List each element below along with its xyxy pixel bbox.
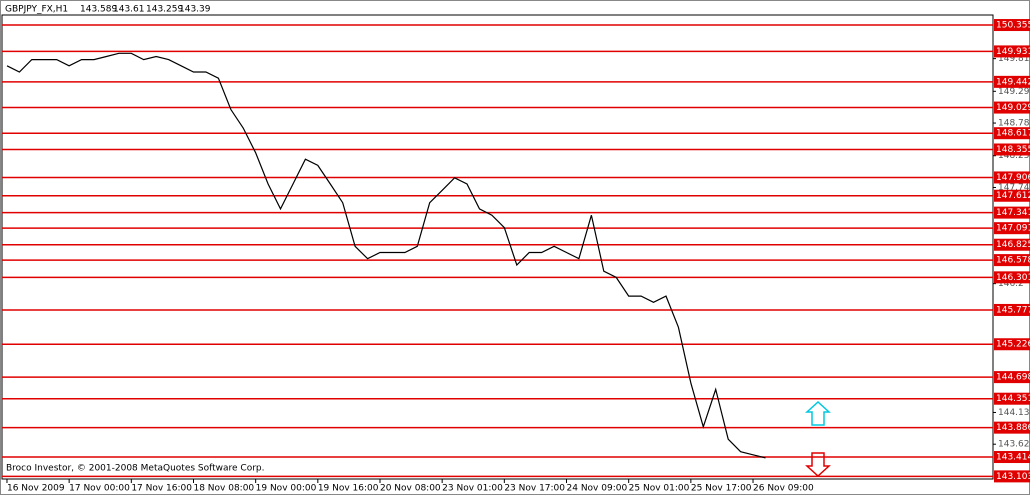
x-tick-label: 19 Nov 00:00 (256, 484, 317, 494)
level-label: 147.341 (996, 208, 1030, 218)
level-tag (994, 338, 1030, 351)
level-tag (994, 371, 1030, 384)
level-label: 148.617 (996, 129, 1030, 139)
y-tick-label: 144.13 (998, 408, 1030, 418)
level-tag (994, 127, 1030, 140)
x-tick-label: 19 Nov 16:00 (318, 484, 379, 494)
buy-arrow (805, 400, 831, 426)
level-label: 145.777 (996, 305, 1030, 315)
level-label: 144.351 (996, 394, 1030, 404)
y-tick-label: 146.2 (998, 279, 1024, 289)
level-label: 149.029 (996, 103, 1030, 113)
level-tag (994, 75, 1030, 88)
y-tick-label: 148.78 (998, 119, 1030, 129)
level-tag (994, 271, 1030, 284)
x-tick-label: 17 Nov 00:00 (69, 484, 130, 494)
ohlc-value: 143.259 (146, 5, 183, 15)
level-tag (994, 254, 1030, 267)
level-tag (994, 143, 1030, 156)
y-tick-label: 148.255 (998, 151, 1030, 161)
ohlc-value: 143.589 (80, 5, 117, 15)
x-tick-label: 23 Nov 01:00 (442, 484, 503, 494)
x-tick-label: 24 Nov 09:00 (567, 484, 628, 494)
level-label: 143.103 (996, 472, 1030, 482)
x-tick-label: 25 Nov 17:00 (691, 484, 752, 494)
x-tick-label: 26 Nov 09:00 (753, 484, 814, 494)
level-label: 147.612 (996, 191, 1030, 201)
sell-arrow (805, 452, 831, 478)
level-tag (994, 303, 1030, 316)
level-label: 146.825 (996, 240, 1030, 250)
level-label: 143.414 (996, 453, 1030, 463)
x-tick-label: 23 Nov 17:00 (504, 484, 565, 494)
plot-frame (1, 14, 994, 480)
x-tick-label: 16 Nov 2009 (7, 484, 65, 494)
x-tick-label: 25 Nov 01:00 (629, 484, 690, 494)
level-tag (994, 470, 1030, 483)
level-label: 146.301 (996, 273, 1030, 283)
level-tag (994, 45, 1030, 58)
copyright: Broco Investor, © 2001-2008 MetaQuotes S… (6, 464, 265, 474)
y-tick-label: 149.815 (998, 54, 1030, 64)
y-tick-label: 149.29 (998, 87, 1030, 97)
level-tag (994, 101, 1030, 114)
level-label: 149.931 (996, 47, 1030, 57)
y-tick-label: 147.745 (998, 183, 1030, 193)
level-label: 149.442 (996, 77, 1030, 87)
level-tag (994, 171, 1030, 184)
level-label: 148.355 (996, 145, 1030, 155)
level-label: 143.886 (996, 423, 1030, 433)
level-label: 145.226 (996, 340, 1030, 350)
ohlc-value: 143.61 (113, 5, 145, 15)
level-tag (994, 206, 1030, 219)
level-label: 147.906 (996, 173, 1030, 183)
level-tag (994, 189, 1030, 202)
y-tick-label: 143.62 (998, 440, 1030, 450)
ohlc-value: 143.39 (179, 5, 211, 15)
level-label: 150.355 (996, 21, 1030, 31)
price-line (6, 52, 766, 459)
level-tag (994, 238, 1030, 251)
x-tick-label: 17 Nov 16:00 (131, 484, 192, 494)
level-label: 146.578 (996, 256, 1030, 266)
level-tag (994, 392, 1030, 405)
level-label: 147.091 (996, 224, 1030, 234)
symbol: GBPJPY_FX,H1 (5, 5, 68, 15)
level-label: 144.698 (996, 373, 1030, 383)
x-tick-label: 18 Nov 08:00 (193, 484, 254, 494)
x-tick-label: 20 Nov 08:00 (380, 484, 441, 494)
level-tag (994, 421, 1030, 434)
level-tag (994, 222, 1030, 235)
level-tag (994, 19, 1030, 32)
level-tag (994, 451, 1030, 464)
